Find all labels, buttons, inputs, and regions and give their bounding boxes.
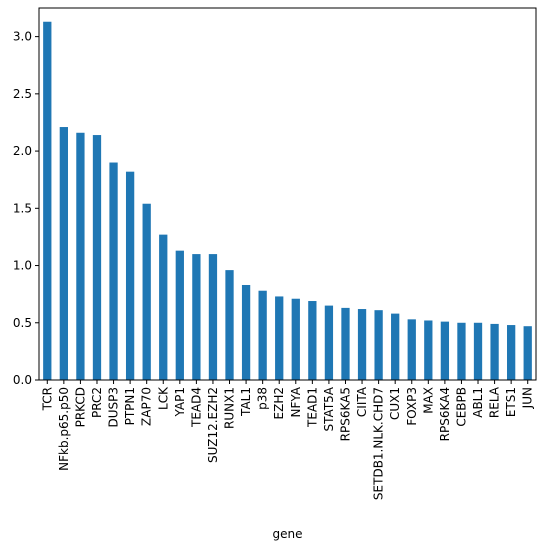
bar-EZH2: [275, 296, 284, 380]
bar-SETDB1.NLK.CHD7: [374, 310, 383, 380]
x-tick-label: CEBPB: [454, 387, 468, 427]
x-tick-label: ABL1: [471, 387, 485, 418]
x-tick-label: FOXP3: [405, 387, 419, 426]
x-tick-label: PRKCD: [73, 387, 87, 427]
bar-NFYA: [291, 298, 300, 380]
bar-RUNX1: [225, 270, 234, 380]
bar-MAX: [424, 320, 433, 380]
bar-LCK: [159, 234, 168, 380]
x-axis-label: gene: [273, 527, 303, 541]
bar-CIITA: [357, 309, 367, 380]
bar-PTPN1: [125, 171, 135, 380]
y-axis-ticks: 0.0 0.5 1.0 1.5 2.0 2.5 3.0: [13, 30, 39, 387]
y-tick-label: 3.0: [13, 30, 32, 44]
x-tick-label: NFkb.p65.p50: [57, 387, 71, 471]
bar-RPS6KA4: [440, 321, 450, 380]
x-tick-label: TAL1: [239, 387, 253, 417]
x-tick-label: STAT5A: [322, 386, 336, 431]
x-tick-label: SETDB1.NLK.CHD7: [372, 387, 386, 500]
x-tick-label: YAP1: [173, 387, 187, 417]
x-tick-label: PTPN1: [123, 387, 137, 425]
x-tick-label: CIITA: [355, 386, 369, 417]
bar-DUSP3: [109, 162, 118, 380]
x-tick-label: JUN: [521, 387, 535, 409]
y-tick-label: 1.0: [13, 259, 32, 273]
x-tick-label: NFYA: [289, 386, 303, 417]
x-tick-label: TEAD4: [189, 387, 203, 428]
x-tick-label: ZAP70: [140, 387, 154, 426]
x-tick-label: RPS6KA4: [438, 387, 452, 441]
bar-p38: [258, 290, 267, 380]
x-tick-label: MAX: [421, 387, 435, 414]
bar-TEAD1: [308, 301, 317, 380]
y-tick-label: 0.5: [13, 316, 32, 330]
y-tick-label: 0.0: [13, 373, 32, 387]
x-tick-label: CUX1: [388, 387, 402, 420]
bar-CEBPB: [457, 322, 466, 380]
bar-TEAD4: [192, 254, 201, 380]
x-tick-label: ETS1: [504, 387, 518, 417]
x-tick-label: TCR: [40, 387, 54, 411]
x-tick-label: p38: [256, 387, 270, 410]
plot-frame: [38, 7, 537, 381]
bar-TCR: [43, 21, 52, 381]
bar-CUX1: [391, 313, 400, 380]
bar-PRC2: [92, 135, 102, 380]
x-tick-label: PRC2: [90, 387, 104, 418]
bar-ETS1: [507, 325, 516, 380]
x-tick-label: EZH2: [272, 387, 286, 419]
x-tick-label: TEAD1: [305, 387, 319, 428]
bar-RPS6KA5: [341, 307, 350, 380]
bar-PRKCD: [76, 132, 85, 380]
bars-group: [43, 21, 532, 381]
bar-YAP1: [175, 250, 184, 380]
x-tick-label: RELA: [488, 386, 502, 418]
bar-ABL1: [473, 322, 483, 380]
bar-FOXP3: [407, 319, 416, 380]
x-tick-label: RUNX1: [223, 387, 237, 429]
bar-RELA: [490, 323, 499, 380]
bar-ZAP70: [142, 203, 151, 380]
x-tick-label: RPS6KA5: [338, 387, 352, 441]
bar-STAT5A: [324, 305, 334, 380]
bar-TAL1: [241, 284, 251, 380]
y-tick-label: 2.0: [13, 144, 32, 158]
y-tick-label: 1.5: [13, 201, 32, 215]
bar-NFkb.p65.p50: [59, 127, 68, 380]
bar-JUN: [523, 326, 532, 380]
bar-SUZ12.EZH2: [208, 254, 218, 380]
x-tick-label: LCK: [156, 386, 170, 410]
x-tick-label: DUSP3: [107, 387, 121, 428]
x-tick-label: SUZ12.EZH2: [206, 387, 220, 463]
x-axis-ticks: TCR NFkb.p65.p50 PRKCD PRC2 DUSP3 PTPN1 ZAP70 L…: [40, 380, 535, 500]
y-tick-label: 2.5: [13, 87, 32, 101]
